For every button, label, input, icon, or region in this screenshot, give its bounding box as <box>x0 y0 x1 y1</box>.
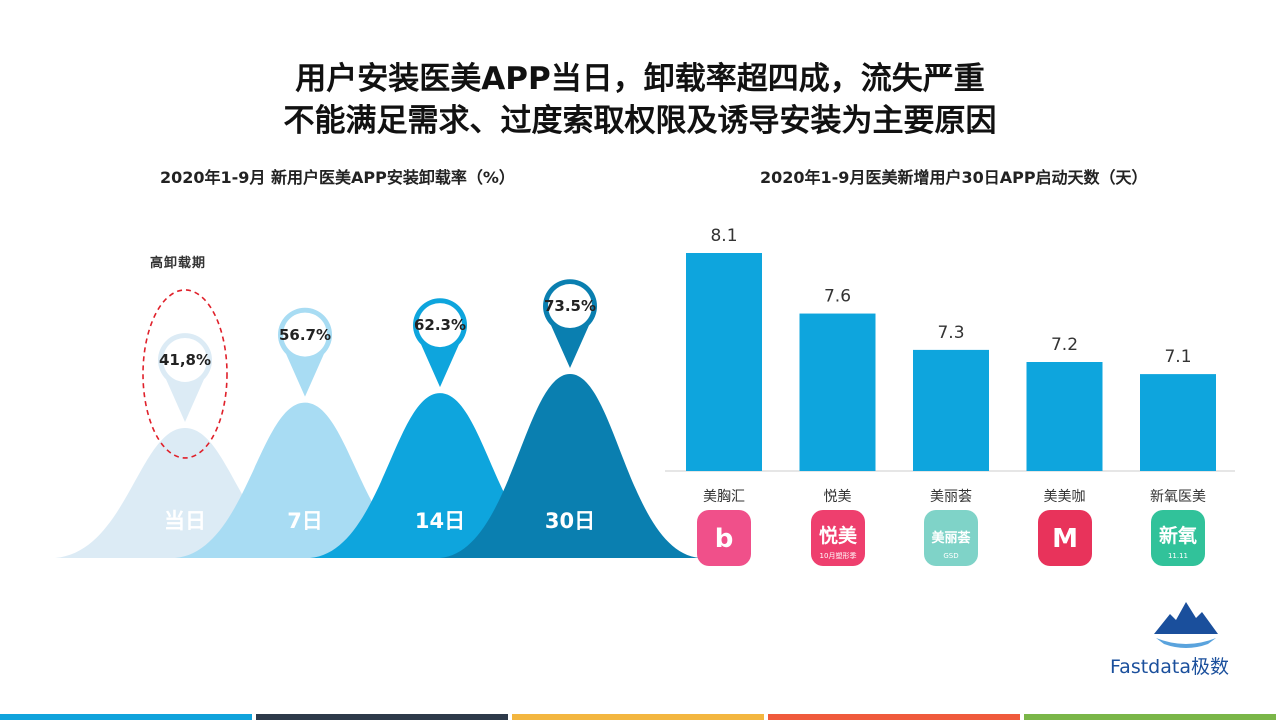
uninstall-rate-value: 73.5% <box>543 297 597 316</box>
app-name-label: 美美咖 <box>1043 489 1086 505</box>
xinyang-app-icon: 新氧 11.11 <box>1151 510 1205 566</box>
footer-segment <box>768 714 1020 720</box>
bar-2 <box>913 349 989 471</box>
footer-segment <box>256 714 508 720</box>
svg-text:11.11: 11.11 <box>1168 552 1188 560</box>
uninstall-peak-3 <box>440 374 700 558</box>
svg-text:美丽荟: 美丽荟 <box>931 530 971 546</box>
page-title: 用户安装医美APP当日，卸载率超四成，流失严重 不能满足需求、过度索取权限及诱导… <box>0 58 1280 142</box>
uninstall-rate-value: 56.7% <box>278 325 332 344</box>
svg-text:悦美: 悦美 <box>818 524 857 547</box>
svg-text:GSD: GSD <box>943 552 958 560</box>
pin-inner-0 <box>163 337 207 382</box>
bar-4 <box>1140 374 1216 471</box>
bar-value-label: 7.1 <box>1164 347 1191 367</box>
footer-segment <box>1024 714 1276 720</box>
app-name-label: 悦美 <box>823 489 852 505</box>
footer-color-bar <box>0 714 1280 720</box>
svg-text:M: M <box>1052 524 1078 554</box>
title-line-2: 不能满足需求、过度索取权限及诱导安装为主要原因 <box>283 103 997 139</box>
bar-value-label: 8.1 <box>710 226 737 246</box>
title-line-1: 用户安装医美APP当日，卸载率超四成，流失严重 <box>295 61 985 97</box>
high-uninstall-annotation: 高卸载期 <box>150 256 207 271</box>
meimeika-app-icon: M <box>1037 510 1092 566</box>
bar-value-label: 7.2 <box>1051 335 1078 355</box>
pin-inner-2 <box>418 303 462 348</box>
iceberg-icon <box>1154 602 1218 648</box>
footer-segment <box>512 714 764 720</box>
meilihui-app-icon: 美丽荟 GSD <box>924 510 978 566</box>
bar-value-label: 7.3 <box>937 323 964 343</box>
launch-days-chart-title: 2020年1-9月医美新增用户30日APP启动天数（天） <box>760 168 1148 187</box>
svg-text:10月塑形季: 10月塑形季 <box>819 551 856 560</box>
pin-inner-3 <box>548 284 592 329</box>
svg-text:新氧: 新氧 <box>1159 524 1197 547</box>
highlight-ellipse <box>142 289 228 459</box>
brand-name: Fastdata极数 <box>1110 656 1229 678</box>
brand-logo: Fastdata极数 <box>1090 600 1270 685</box>
meixionghui-app-icon: b <box>697 510 751 566</box>
uninstall-chart-title: 2020年1-9月 新用户医美APP安装卸载率（%） <box>160 168 515 187</box>
bar-1 <box>799 313 876 471</box>
bar-3 <box>1026 362 1103 471</box>
period-label: 14日 <box>414 509 466 533</box>
pin-inner-1 <box>283 312 327 357</box>
svg-text:b: b <box>715 524 734 554</box>
uninstall-rate-value: 62.3% <box>413 316 467 335</box>
launch-days-bar-chart: 8.1 7.6 7.3 7.2 7.1 <box>665 226 1235 472</box>
period-label: 7日 <box>287 509 323 533</box>
app-name-label: 美丽荟 <box>930 489 972 505</box>
period-label: 当日 <box>164 509 206 533</box>
bar-value-label: 7.6 <box>824 287 851 307</box>
uninstall-rate-chart <box>55 279 700 558</box>
footer-segment <box>0 714 252 720</box>
app-name-label: 美胸汇 <box>703 489 745 505</box>
uninstall-rate-value: 41,8% <box>158 350 212 369</box>
bar-0 <box>686 253 762 471</box>
period-label: 30日 <box>544 509 596 533</box>
yuemei-app-icon: 悦美 10月塑形季 <box>810 510 865 566</box>
app-name-label: 新氧医美 <box>1150 489 1206 505</box>
